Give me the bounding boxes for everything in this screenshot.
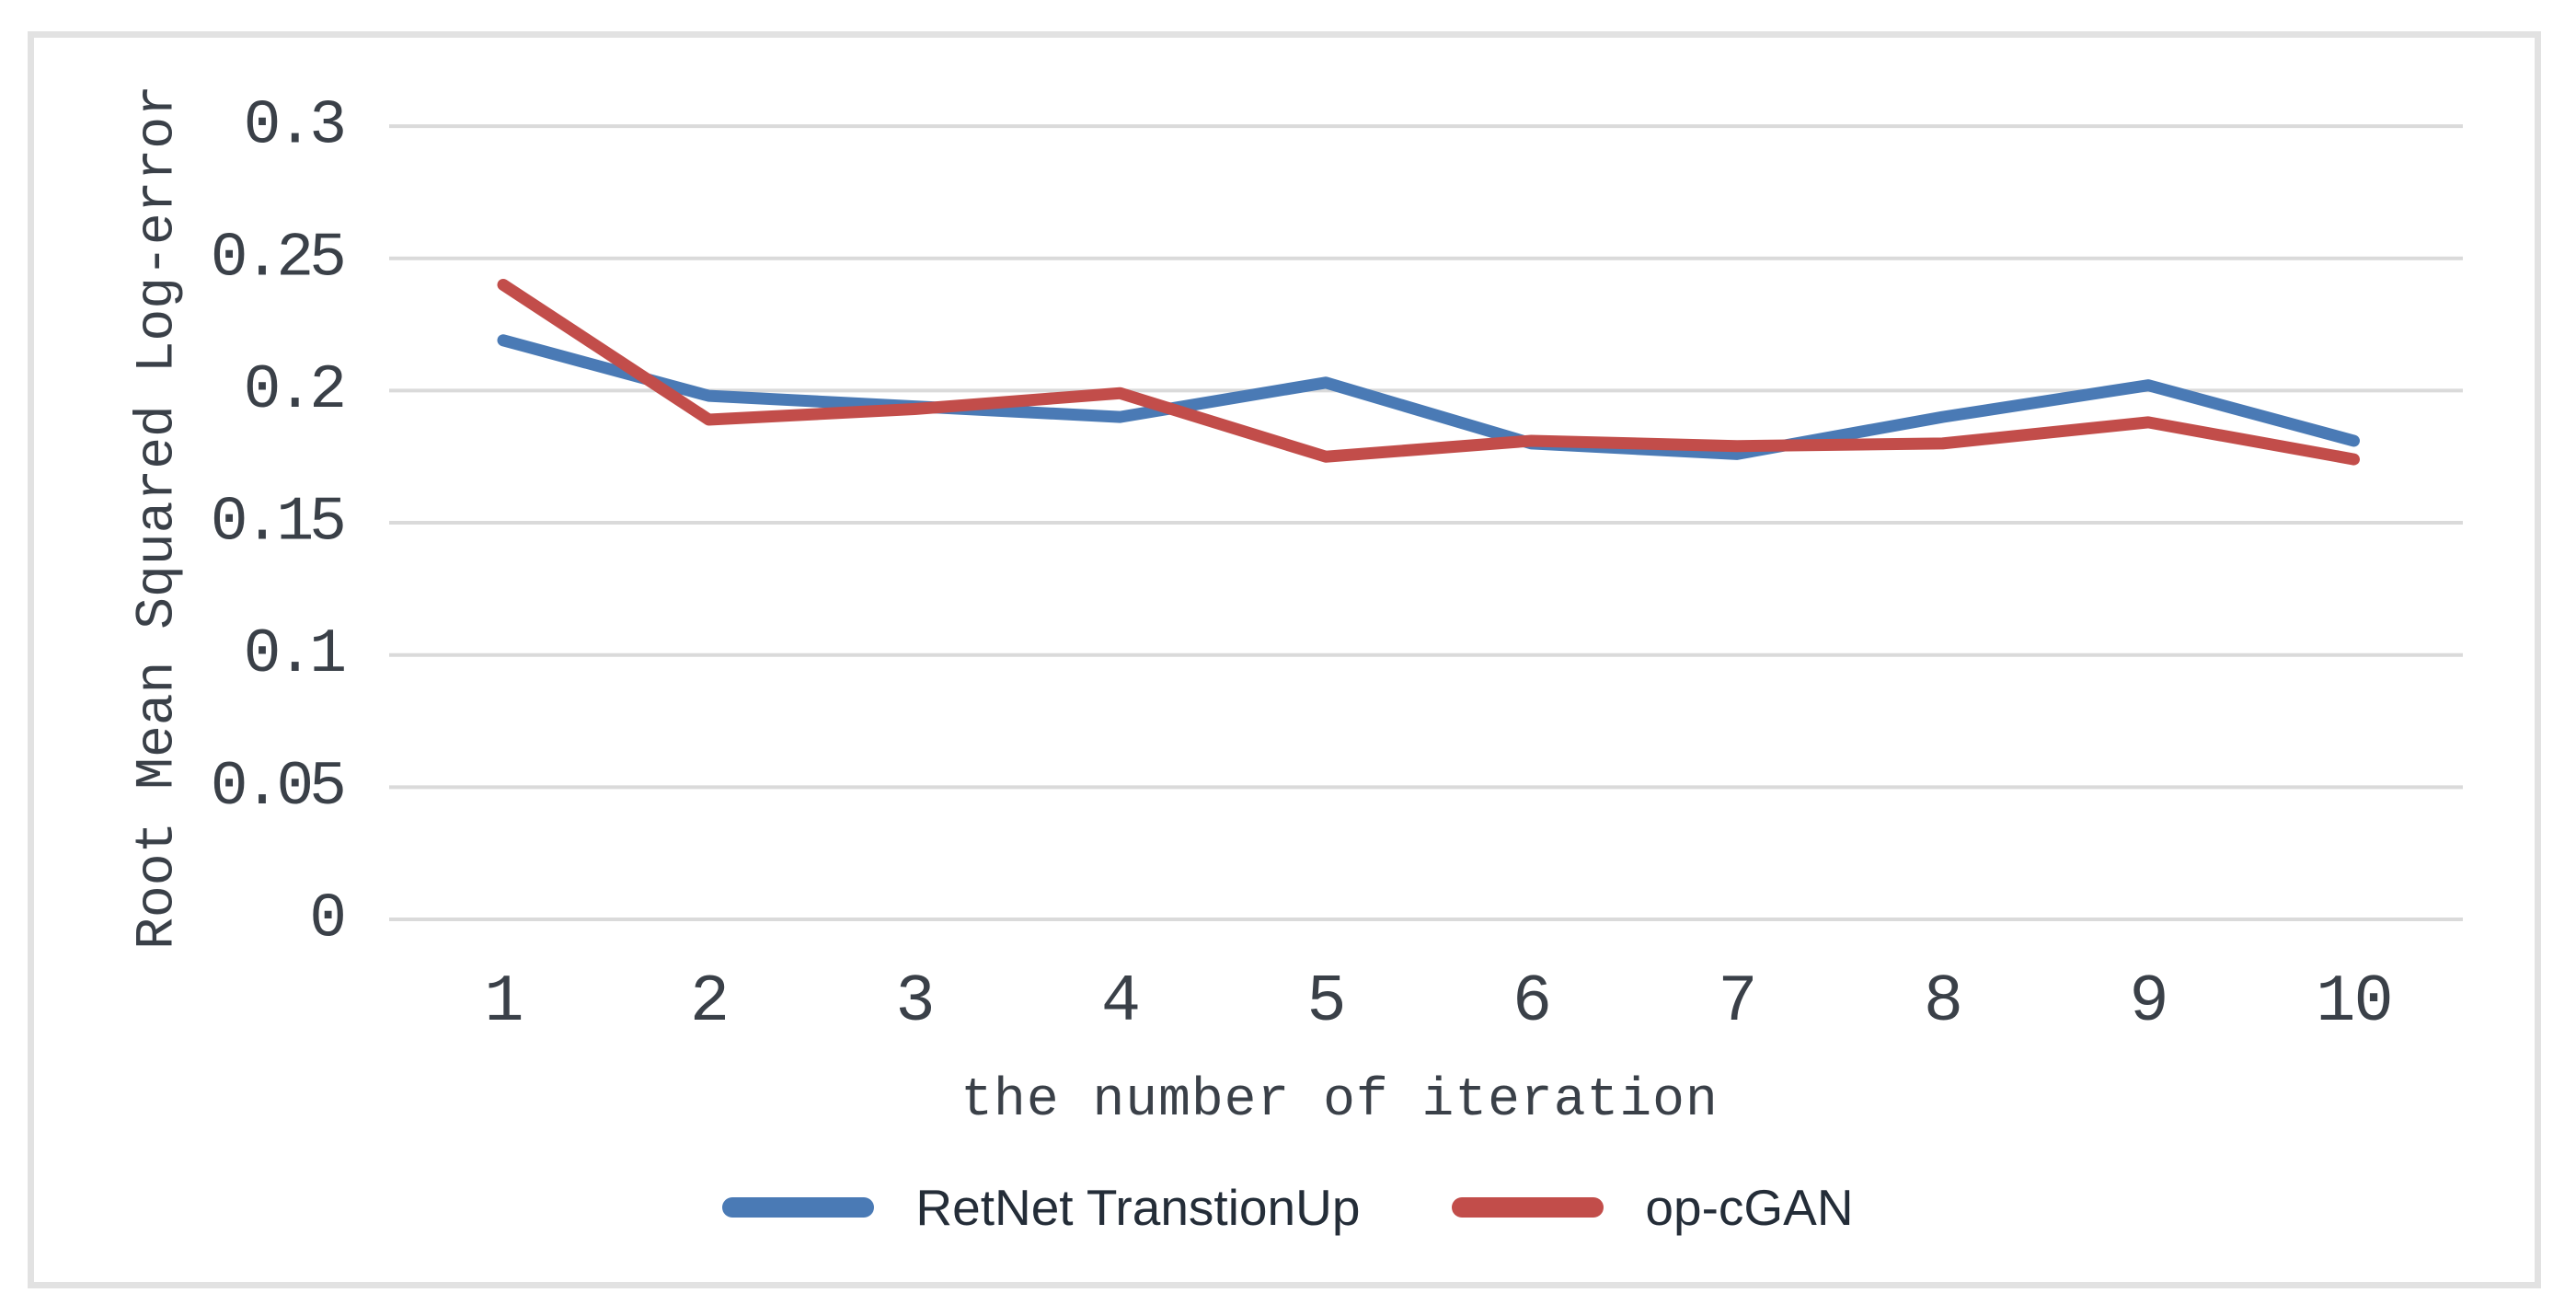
x-tick-label: 7 xyxy=(1718,964,1755,1040)
x-tick-label: 2 xyxy=(690,964,728,1040)
y-tick-label: 0.05 xyxy=(211,752,343,823)
x-tick-label: 8 xyxy=(1924,964,1961,1040)
x-axis-title: the number of iteration xyxy=(960,1071,1719,1131)
x-tick-label: 10 xyxy=(2316,964,2391,1040)
y-axis-tick-labels: 0 0.05 0.1 0.15 0.2 0.25 0.3 xyxy=(211,91,349,955)
gridlines xyxy=(389,124,2463,921)
y-tick-label: 0.25 xyxy=(211,223,343,294)
legend-label-retnet: RetNet TranstionUp xyxy=(915,1179,1361,1236)
series-line-op-cgan xyxy=(497,278,2360,466)
y-tick-label: 0.15 xyxy=(211,488,343,559)
x-tick-label: 9 xyxy=(2129,964,2167,1040)
y-tick-label: 0.3 xyxy=(244,91,344,162)
legend-swatch-opcgan-line xyxy=(1452,1197,1604,1218)
x-tick-label: 5 xyxy=(1306,964,1344,1040)
y-axis-title: Root Mean Squared Log-error xyxy=(128,85,189,950)
series-lines xyxy=(497,278,2360,466)
legend-label-opcgan: op-cGAN xyxy=(1645,1179,1854,1236)
figure-border xyxy=(28,31,2541,1288)
x-tick-label: 3 xyxy=(895,964,933,1040)
x-axis-tick-labels: 1 2 3 4 5 6 7 8 9 10 xyxy=(484,964,2393,1040)
x-tick-label: 4 xyxy=(1101,964,1139,1040)
legend-swatch-retnet-line xyxy=(722,1197,875,1218)
series-line-retnet-transtionup xyxy=(497,334,2360,460)
y-tick-label: 0.1 xyxy=(244,619,345,690)
x-tick-label: 6 xyxy=(1512,964,1550,1040)
y-tick-label: 0.2 xyxy=(244,355,343,426)
y-tick-label: 0 xyxy=(309,884,343,955)
x-tick-label: 1 xyxy=(484,964,522,1040)
legend: RetNet TranstionUp op-cGAN xyxy=(0,1179,2576,1236)
